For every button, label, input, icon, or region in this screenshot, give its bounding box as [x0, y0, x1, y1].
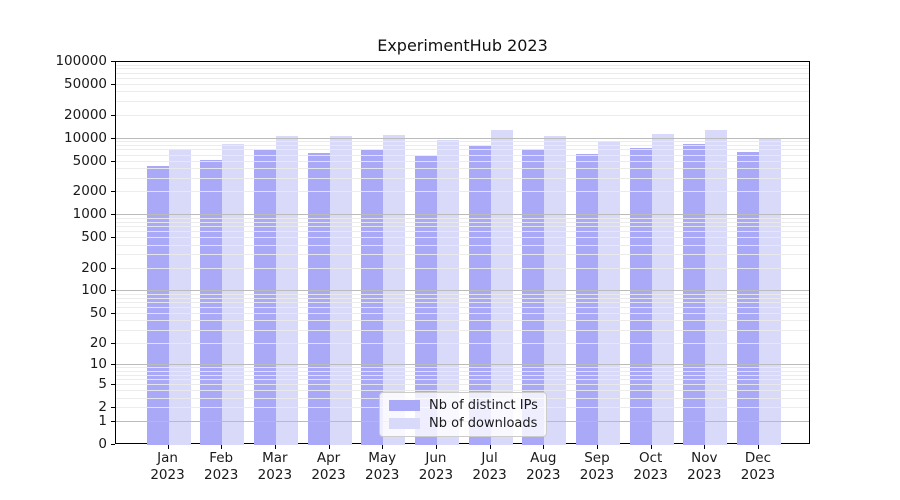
y-tick-mark — [111, 191, 115, 193]
bars-layer — [116, 62, 809, 445]
x-tick-mark — [704, 444, 706, 449]
bar-nb-of-distinct-ips-nov — [683, 144, 706, 445]
y-tick-label: 5000 — [72, 152, 107, 169]
x-tick-label: Oct 2023 — [633, 450, 668, 483]
y-tick-mark — [111, 444, 115, 445]
y-tick-label: 1 — [98, 412, 107, 429]
legend-item-distinct-ips: Nb of distinct IPs — [389, 398, 546, 413]
bar-nb-of-distinct-ips-mar — [253, 150, 276, 445]
x-tick-label: Feb 2023 — [203, 450, 239, 483]
x-tick-label: Jan 2023 — [150, 450, 185, 483]
x-tick-mark — [435, 444, 437, 449]
bar-nb-of-distinct-ips-jan — [146, 165, 169, 445]
y-tick-mark — [111, 237, 115, 239]
x-tick-label: Aug 2023 — [526, 450, 561, 483]
bar-nb-of-distinct-ips-jul — [468, 146, 491, 445]
legend-swatch-downloads — [389, 418, 420, 430]
bar-nb-of-downloads-jul — [490, 129, 513, 445]
y-tick-mark — [111, 160, 115, 162]
legend-swatch-distinct-ips — [389, 399, 420, 411]
y-tick-label: 5 — [98, 376, 107, 393]
bar-nb-of-downloads-mar — [275, 135, 298, 445]
bar-nb-of-distinct-ips-oct — [629, 147, 652, 445]
bar-nb-of-distinct-ips-dec — [736, 151, 759, 445]
y-tick-label: 500 — [81, 229, 107, 246]
y-tick-mark — [111, 137, 115, 139]
y-tick-mark — [111, 342, 115, 344]
y-tick-label: 2000 — [72, 183, 107, 200]
bar-nb-of-downloads-aug — [544, 136, 567, 445]
y-tick-mark — [111, 420, 115, 422]
y-tick-label: 10 — [89, 356, 107, 373]
bar-nb-of-downloads-oct — [651, 133, 674, 445]
y-tick-mark — [111, 114, 115, 116]
x-tick-mark — [382, 444, 384, 449]
y-tick-mark — [111, 290, 115, 292]
y-tick-mark — [111, 61, 115, 62]
x-tick-label: Mar 2023 — [257, 450, 293, 483]
legend: Nb of distinct IPs Nb of downloads — [379, 392, 547, 437]
plot-area — [115, 61, 810, 445]
y-tick-label: 20 — [89, 334, 107, 351]
y-tick-mark — [111, 364, 115, 366]
bar-nb-of-downloads-nov — [705, 130, 728, 445]
y-tick-mark — [111, 407, 115, 409]
y-tick-label: 100000 — [55, 53, 107, 69]
x-tick-mark — [543, 444, 545, 449]
y-tick-mark — [111, 267, 115, 269]
x-tick-mark — [167, 444, 169, 449]
x-tick-label: Dec 2023 — [740, 450, 776, 483]
y-tick-mark — [111, 214, 115, 216]
chart-title: ExperimentHub 2023 — [377, 36, 548, 55]
y-tick-label: 0 — [98, 436, 107, 452]
bar-nb-of-distinct-ips-jun — [414, 156, 437, 445]
y-tick-label: 10000 — [64, 129, 107, 146]
x-tick-label: Nov 2023 — [687, 450, 722, 483]
bar-nb-of-downloads-dec — [758, 138, 781, 445]
x-tick-label: Jul 2023 — [472, 450, 507, 483]
bar-nb-of-downloads-sep — [597, 140, 620, 445]
legend-label-downloads: Nb of downloads — [429, 416, 538, 432]
x-tick-mark — [596, 444, 598, 449]
x-tick-label: May 2023 — [365, 450, 400, 483]
bar-nb-of-downloads-jan — [168, 148, 191, 445]
x-tick-label: Sep 2023 — [579, 450, 615, 483]
y-tick-label: 200 — [81, 259, 107, 276]
x-tick-mark — [274, 444, 276, 449]
y-tick-label: 50 — [89, 305, 107, 322]
y-tick-label: 2 — [98, 399, 107, 416]
y-tick-label: 50000 — [64, 76, 107, 93]
bar-nb-of-downloads-feb — [222, 144, 245, 445]
y-tick-label: 100 — [81, 282, 107, 299]
x-tick-label: Jun 2023 — [418, 450, 454, 483]
bar-nb-of-downloads-apr — [329, 136, 352, 445]
bar-nb-of-distinct-ips-apr — [307, 152, 330, 445]
legend-label-distinct-ips: Nb of distinct IPs — [429, 397, 538, 413]
x-tick-mark — [221, 444, 223, 449]
y-tick-mark — [111, 313, 115, 315]
x-tick-mark — [328, 444, 330, 449]
y-tick-mark — [111, 384, 115, 386]
legend-item-downloads: Nb of downloads — [389, 416, 546, 431]
bar-nb-of-distinct-ips-sep — [575, 153, 598, 445]
x-tick-mark — [650, 444, 652, 449]
x-tick-mark — [489, 444, 491, 449]
y-tick-label: 20000 — [64, 106, 107, 123]
y-tick-mark — [111, 84, 115, 86]
y-tick-label: 1000 — [72, 206, 107, 223]
x-tick-label: Apr 2023 — [311, 450, 346, 483]
bar-nb-of-distinct-ips-feb — [200, 159, 223, 445]
x-tick-mark — [757, 444, 759, 449]
bar-nb-of-downloads-jun — [436, 139, 459, 445]
